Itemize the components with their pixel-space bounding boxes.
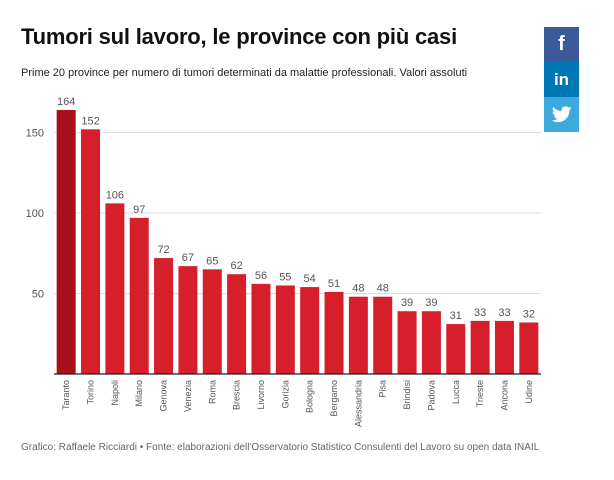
bar <box>324 291 344 374</box>
x-tick-label: Livorno <box>256 380 266 410</box>
x-tick-label: Trieste <box>475 380 485 407</box>
linkedin-icon: in <box>553 69 570 89</box>
bar <box>300 287 320 374</box>
data-label: 152 <box>81 115 99 127</box>
x-tick-label: Bergamo <box>329 380 339 417</box>
x-tick-label: Pisa <box>378 380 388 398</box>
x-tick-label: Gorizia <box>280 380 290 409</box>
x-tick-label: Genova <box>159 380 169 412</box>
data-label: 39 <box>401 297 413 309</box>
bar <box>81 129 101 374</box>
x-tick-label: Ancona <box>499 380 509 411</box>
data-label: 48 <box>377 283 389 295</box>
data-label: 39 <box>425 297 437 309</box>
data-label: 97 <box>133 204 145 216</box>
data-label: 72 <box>157 244 169 256</box>
bar <box>251 283 271 374</box>
bar <box>470 320 490 374</box>
data-label: 51 <box>328 278 340 290</box>
bar <box>105 203 125 374</box>
x-tick-label: Brindisi <box>402 380 412 410</box>
data-label: 65 <box>206 255 218 267</box>
bar <box>129 217 149 374</box>
linkedin-share-button[interactable]: in <box>544 62 579 97</box>
y-tick-label: 100 <box>26 208 44 220</box>
x-tick-label: Lucca <box>451 380 461 404</box>
x-tick-label: Bologna <box>305 380 315 413</box>
facebook-share-button[interactable]: f <box>544 27 579 62</box>
twitter-bird-icon <box>551 106 572 123</box>
bar <box>348 296 368 374</box>
chart-subtitle: Prime 20 province per numero di tumori d… <box>21 67 468 79</box>
data-label: 164 <box>57 96 75 108</box>
data-label: 54 <box>304 273 316 285</box>
bar <box>373 296 393 374</box>
twitter-share-button[interactable] <box>544 97 579 132</box>
data-label: 56 <box>255 270 267 282</box>
chart-title: Tumori sul lavoro, le province con più c… <box>21 24 457 49</box>
y-tick-label: 150 <box>26 128 44 140</box>
x-tick-label: Alessandria <box>353 380 363 427</box>
bar <box>397 311 417 374</box>
bar <box>519 322 539 374</box>
x-tick-label: Udine <box>524 380 534 404</box>
data-label: 106 <box>106 189 124 201</box>
x-tick-label: Taranto <box>61 380 71 410</box>
x-tick-label: Venezia <box>183 380 193 412</box>
bar <box>494 320 514 374</box>
data-label: 33 <box>498 307 510 319</box>
data-label: 55 <box>279 271 291 283</box>
bar <box>178 266 198 374</box>
data-label: 48 <box>352 283 364 295</box>
data-label: 62 <box>231 260 243 272</box>
data-label: 33 <box>474 307 486 319</box>
data-label: 67 <box>182 252 194 264</box>
data-label: 31 <box>450 310 462 322</box>
x-tick-label: Napoli <box>110 380 120 406</box>
x-tick-label: Roma <box>207 380 217 404</box>
x-tick-label: Brescia <box>232 380 242 410</box>
bar <box>154 258 174 374</box>
bar <box>275 285 295 374</box>
x-tick-label: Padova <box>426 380 436 411</box>
bar <box>56 110 76 374</box>
bar <box>227 274 247 374</box>
x-tick-label: Milano <box>134 380 144 407</box>
y-tick-label: 50 <box>32 289 44 301</box>
x-tick-label: Torino <box>86 380 96 405</box>
bar <box>202 269 222 374</box>
bar <box>446 324 466 374</box>
facebook-icon: f <box>558 33 565 55</box>
chart-credits: Grafico: Raffaele Ricciardi • Fonte: ela… <box>21 442 540 453</box>
data-label: 32 <box>523 308 535 320</box>
bar <box>421 311 441 374</box>
